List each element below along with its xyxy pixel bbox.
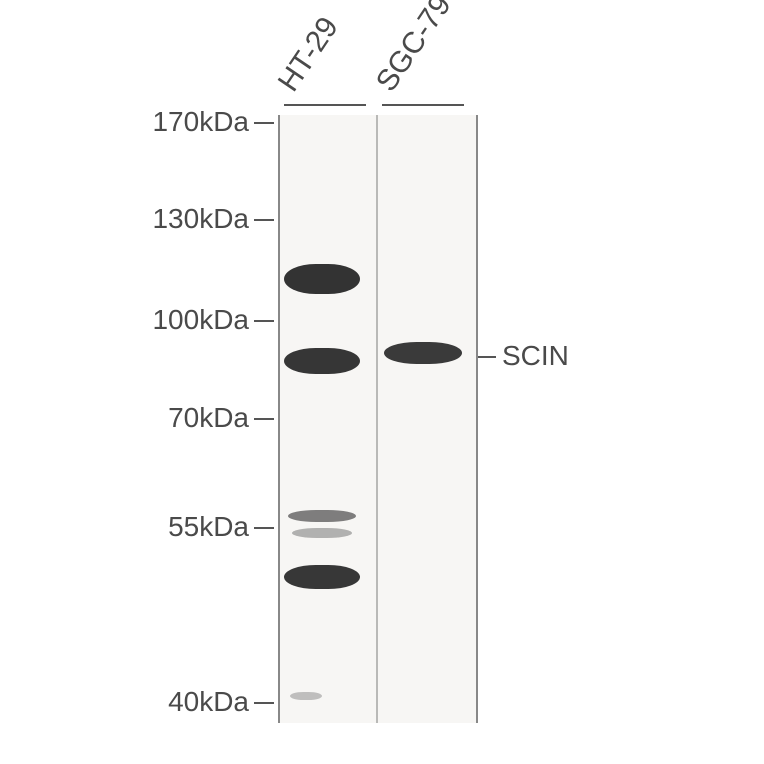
band-lane1-40k <box>290 692 322 700</box>
mw-label-170: 170kDa <box>140 106 249 138</box>
mw-tick-170 <box>254 122 274 124</box>
mw-tick-55 <box>254 527 274 529</box>
mw-label-55: 55kDa <box>140 511 249 543</box>
blot-membrane <box>278 115 478 723</box>
mw-label-100: 100kDa <box>140 304 249 336</box>
band-lane1-56k <box>292 528 352 538</box>
mw-tick-130 <box>254 219 274 221</box>
mw-label-130: 130kDa <box>140 203 249 235</box>
mw-label-70: 70kDa <box>140 402 249 434</box>
mw-tick-70 <box>254 418 274 420</box>
target-label: SCIN <box>502 340 569 372</box>
lane-separator <box>376 115 378 723</box>
mw-tick-40 <box>254 702 274 704</box>
mw-tick-100 <box>254 320 274 322</box>
lane-1-underline <box>284 104 366 106</box>
band-lane1-110k <box>284 264 360 294</box>
band-lane1-58k <box>288 510 356 522</box>
western-blot-figure: HT-29 SGC-7901 170kDa 130kDa 100kDa 70kD… <box>0 0 764 764</box>
lane-1-label: HT-29 <box>272 11 346 98</box>
band-lane1-48k <box>284 565 360 589</box>
lane-2-label: SGC-7901 <box>370 0 477 98</box>
mw-label-40: 40kDa <box>140 686 249 718</box>
lane-2-underline <box>382 104 464 106</box>
band-lane2-scin <box>384 342 462 364</box>
target-tick <box>478 356 496 358</box>
band-lane1-scin <box>284 348 360 374</box>
